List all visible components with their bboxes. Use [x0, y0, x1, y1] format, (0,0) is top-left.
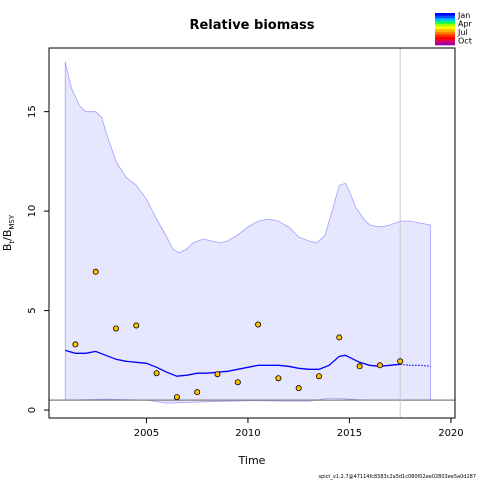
- legend-label: Oct: [458, 37, 472, 46]
- legend-color-swatch: [435, 42, 455, 46]
- observation-point: [356, 363, 363, 370]
- x-axis: 2005 2010 2015 2020: [134, 418, 464, 439]
- confidence-band: [65, 61, 431, 404]
- observation-point: [214, 371, 221, 378]
- observation-point: [153, 370, 160, 377]
- y-axis-label-sub1: t: [8, 241, 16, 244]
- confidence-upper-line: [64, 61, 431, 254]
- legend-color-swatch: [435, 18, 455, 22]
- observation-point: [397, 358, 404, 365]
- y-axis: 0 5 10 15: [27, 105, 49, 413]
- y-tick-label: 15: [27, 105, 38, 118]
- prediction-line: [400, 363, 431, 367]
- x-tick-label: 2005: [134, 428, 159, 439]
- legend-color-swatch: [435, 23, 455, 27]
- legend-color-swatch: [435, 31, 455, 35]
- y-axis-label-main: B: [1, 244, 14, 252]
- x-tick-label: 2010: [235, 428, 260, 439]
- legend-color-swatch: [435, 34, 455, 38]
- plot-area: [49, 48, 455, 418]
- observation-point: [72, 341, 79, 348]
- x-axis-label: Time: [238, 454, 266, 467]
- estimate-line: [65, 349, 401, 377]
- x-tick-label: 2015: [337, 428, 362, 439]
- observation-point: [173, 394, 180, 401]
- y-axis-label: Bt/BMSY: [1, 214, 16, 251]
- x-tick-label: 2020: [438, 428, 463, 439]
- legend-label: Jul: [457, 28, 468, 37]
- plot-frame: [48, 47, 456, 419]
- observation-point: [255, 321, 262, 328]
- observation-point: [194, 389, 201, 396]
- legend-label: Apr: [458, 20, 473, 29]
- y-tick-label: 0: [27, 407, 38, 413]
- legend-color-swatch: [435, 37, 455, 40]
- legend-color-swatch: [435, 29, 455, 32]
- observation-point: [315, 373, 322, 380]
- observation-point: [275, 375, 282, 382]
- legend-label: Jan: [457, 11, 470, 20]
- footer-version-text: spict_v1.2.7@47114fc8383c2a5d1c080f02ee0…: [319, 474, 477, 480]
- observation-point: [92, 268, 99, 275]
- observation-point: [295, 385, 302, 392]
- observation-point: [336, 334, 343, 341]
- y-tick-label: 5: [27, 307, 38, 313]
- y-axis-label-mid: /B: [1, 230, 14, 241]
- legend-color-swatch: [435, 26, 455, 30]
- y-axis-label-sub2: MSY: [8, 214, 16, 229]
- chart-title: Relative biomass: [189, 18, 314, 33]
- observation-point: [376, 362, 383, 369]
- observation-point: [112, 325, 119, 332]
- legend-color-swatch: [435, 15, 455, 19]
- legend-color-swatch: [435, 21, 455, 24]
- observation-point: [234, 379, 241, 386]
- observation-point: [133, 322, 140, 329]
- legend-color-swatch: [435, 13, 455, 16]
- legend-color-swatch: [435, 39, 455, 43]
- y-tick-label: 10: [27, 205, 38, 218]
